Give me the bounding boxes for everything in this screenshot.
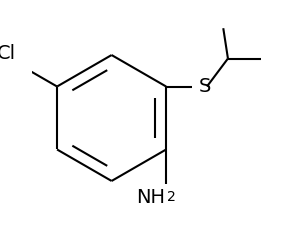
Text: S: S — [199, 77, 211, 96]
Text: NH: NH — [136, 188, 165, 207]
Text: 2: 2 — [167, 190, 176, 204]
Text: Cl: Cl — [0, 44, 16, 63]
